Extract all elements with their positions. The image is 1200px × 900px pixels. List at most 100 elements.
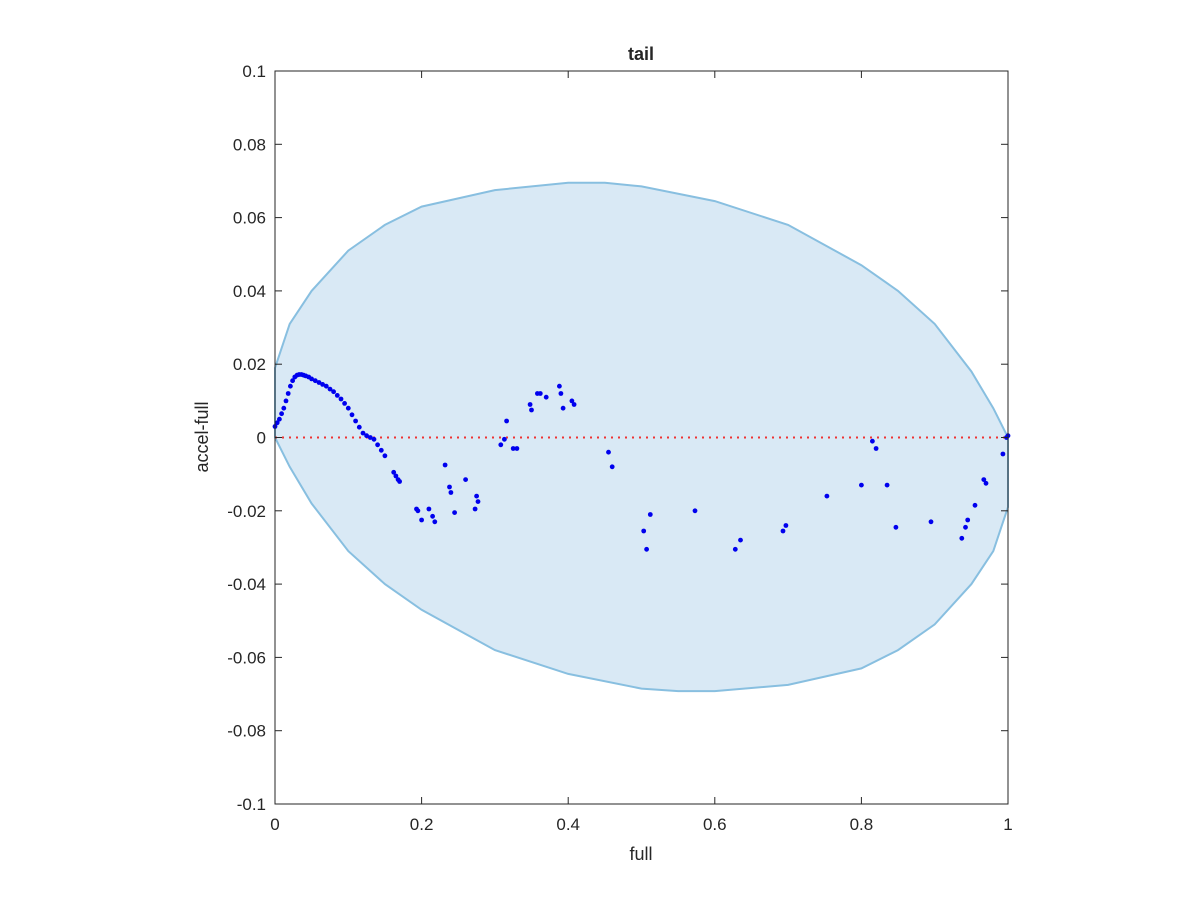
data-point — [316, 380, 322, 385]
x-tick-label: 0.6 — [703, 815, 727, 834]
data-point — [732, 546, 738, 552]
data-point — [983, 480, 989, 486]
data-point — [824, 493, 830, 499]
y-tick-label: 0 — [257, 429, 266, 448]
y-tick-label: -0.1 — [237, 795, 266, 814]
data-point — [382, 453, 388, 459]
data-point — [279, 411, 284, 417]
x-axis-label: full — [629, 844, 652, 864]
chart-title: tail — [628, 44, 654, 64]
data-point — [345, 405, 351, 411]
y-tick-label: -0.06 — [227, 648, 266, 667]
data-point — [349, 412, 355, 418]
x-tick-label: 0 — [270, 815, 279, 834]
data-point — [870, 438, 875, 444]
data-point — [378, 447, 384, 453]
data-point — [415, 508, 421, 514]
data-point — [606, 449, 611, 455]
data-point — [783, 523, 789, 528]
data-point — [529, 407, 534, 413]
data-point — [644, 546, 649, 552]
data-point — [283, 398, 289, 404]
data-point — [641, 528, 647, 534]
data-point — [571, 402, 577, 407]
data-point — [353, 418, 358, 424]
data-point — [780, 528, 786, 534]
data-point — [360, 430, 366, 436]
data-point — [320, 382, 325, 387]
data-point — [557, 383, 562, 389]
data-point — [331, 389, 336, 395]
y-tick-label: 0.02 — [233, 355, 266, 374]
x-tick-label: 1 — [1003, 815, 1012, 834]
data-point — [543, 394, 549, 400]
data-point — [452, 510, 457, 515]
data-point — [972, 502, 978, 508]
data-point — [367, 435, 373, 440]
data-point — [309, 376, 314, 382]
data-point — [498, 442, 504, 448]
data-point — [884, 482, 890, 488]
y-axis-label: accel-full — [192, 401, 212, 472]
data-point — [647, 512, 653, 517]
data-point — [738, 537, 743, 543]
data-point — [981, 477, 987, 482]
axis-ticks: 0 0.2 0.4 0.6 0.8 1 -0.1 -0.08 -0.06 -0.04 -0.02 0 0… — [227, 62, 1012, 834]
data-point — [323, 383, 329, 389]
data-point — [527, 402, 533, 407]
data-point — [1000, 451, 1006, 457]
data-point — [893, 524, 899, 530]
data-point — [391, 469, 397, 475]
data-point — [277, 416, 282, 422]
x-tick-label: 0.4 — [556, 815, 580, 834]
data-point — [285, 391, 291, 396]
data-point — [510, 446, 516, 451]
data-point — [928, 519, 934, 525]
data-point — [859, 482, 864, 488]
data-point — [375, 442, 380, 448]
data-point — [558, 391, 564, 396]
data-point — [963, 524, 968, 530]
y-tick-label: -0.08 — [227, 722, 266, 741]
data-point — [432, 519, 438, 525]
data-point — [609, 464, 615, 470]
data-point — [873, 446, 879, 451]
x-tick-label: 0.8 — [850, 815, 874, 834]
data-point — [537, 391, 543, 396]
x-tick-label: 0.2 — [410, 815, 434, 834]
data-point — [475, 499, 481, 504]
data-point — [560, 405, 566, 411]
data-point — [692, 508, 698, 514]
data-point — [371, 436, 377, 442]
data-point — [342, 401, 347, 406]
data-point — [502, 436, 507, 442]
data-point — [288, 383, 293, 389]
data-point — [447, 484, 452, 490]
y-tick-label: -0.04 — [227, 575, 266, 594]
data-point — [338, 396, 344, 402]
data-point — [290, 378, 295, 384]
y-tick-label: 0.1 — [242, 62, 266, 81]
data-point — [430, 513, 435, 519]
y-tick-label: 0.06 — [233, 209, 266, 228]
data-point — [442, 462, 448, 468]
data-point — [419, 517, 424, 523]
data-point — [364, 433, 369, 439]
data-point — [448, 490, 454, 495]
data-point — [472, 506, 478, 512]
y-tick-label: -0.02 — [227, 502, 266, 521]
data-point — [356, 424, 362, 430]
data-point — [569, 398, 575, 404]
data-point — [965, 517, 971, 523]
data-point — [474, 493, 479, 499]
data-point — [312, 378, 318, 384]
data-point — [393, 473, 399, 479]
data-point — [397, 479, 402, 484]
y-tick-label: 0.04 — [233, 282, 266, 301]
data-point — [514, 446, 520, 451]
data-point — [959, 535, 965, 541]
data-point — [504, 418, 509, 424]
data-point — [334, 393, 340, 398]
data-point — [327, 386, 333, 392]
